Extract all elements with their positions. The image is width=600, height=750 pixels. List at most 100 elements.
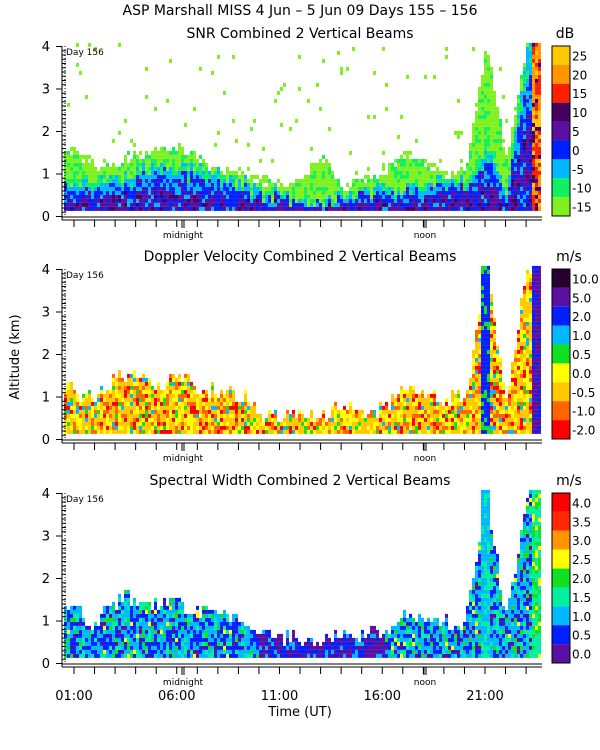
heatmap-cell <box>157 162 160 167</box>
heatmap-cell <box>271 202 274 207</box>
heatmap-cell <box>433 74 436 79</box>
heatmap-cell <box>148 190 151 195</box>
heatmap-cell <box>205 166 208 171</box>
heatmap-cell <box>505 174 508 179</box>
heatmap-cell <box>217 182 220 187</box>
heatmap-cell <box>490 317 493 322</box>
heatmap-cell <box>523 373 526 378</box>
heatmap-cell <box>79 637 82 642</box>
heatmap-cell <box>103 633 106 638</box>
heatmap-cell <box>481 369 484 374</box>
heatmap-cell <box>97 397 100 402</box>
heatmap-cell <box>148 645 151 650</box>
heatmap-cell <box>190 405 193 410</box>
heatmap-cell <box>367 114 370 119</box>
heatmap-cell <box>271 425 274 430</box>
heatmap-cell <box>286 186 289 191</box>
heatmap-cell <box>334 417 337 422</box>
heatmap-cell <box>343 409 346 414</box>
heatmap-cell <box>130 649 133 654</box>
heatmap-cell <box>433 397 436 402</box>
heatmap-cell <box>451 202 454 207</box>
heatmap-cell <box>250 182 253 187</box>
heatmap-cell <box>214 166 217 171</box>
heatmap-cell <box>238 409 241 414</box>
heatmap-cell <box>421 401 424 406</box>
heatmap-cell <box>142 633 145 638</box>
heatmap-cell <box>496 146 499 151</box>
heatmap-cell <box>166 417 169 422</box>
heatmap-cell <box>418 401 421 406</box>
heatmap-cell <box>121 617 124 622</box>
heatmap-cell <box>184 653 187 658</box>
heatmap-cell <box>529 273 532 278</box>
heatmap-cell <box>184 381 187 386</box>
heatmap-cell <box>445 186 448 191</box>
colorbar-unit: m/s <box>556 473 582 489</box>
heatmap-cell <box>115 629 118 634</box>
heatmap-cell <box>136 409 139 414</box>
heatmap-cell <box>412 186 415 191</box>
heatmap-cell <box>274 98 277 103</box>
heatmap-cell <box>421 393 424 398</box>
heatmap-cell <box>481 94 484 99</box>
heatmap-cell <box>361 202 364 207</box>
heatmap-cell <box>523 293 526 298</box>
heatmap-cell <box>106 389 109 394</box>
colorbar-segment <box>552 140 570 160</box>
heatmap-cell <box>484 401 487 406</box>
heatmap-cell <box>475 198 478 203</box>
panel-title: Spectral Width Combined 2 Vertical Beams <box>150 473 451 489</box>
heatmap-cell <box>148 421 151 426</box>
heatmap-cell <box>67 393 70 398</box>
heatmap-cell <box>316 202 319 207</box>
heatmap-cell <box>538 58 541 63</box>
heatmap-cell <box>211 178 214 183</box>
heatmap-cell <box>493 90 496 95</box>
heatmap-cell <box>109 405 112 410</box>
heatmap-cell <box>88 405 91 410</box>
heatmap-cell <box>94 182 97 187</box>
heatmap-cell <box>466 202 469 207</box>
heatmap-cell <box>103 182 106 187</box>
heatmap-cell <box>169 421 172 426</box>
heatmap-cell <box>142 182 145 187</box>
heatmap-cell <box>526 146 529 151</box>
heatmap-cell <box>97 425 100 430</box>
heatmap-cell <box>130 162 133 167</box>
colorbar-segment <box>552 401 570 421</box>
heatmap-cell <box>304 425 307 430</box>
heatmap-cell <box>166 629 169 634</box>
heatmap-cell <box>250 174 253 179</box>
heatmap-cell <box>496 166 499 171</box>
heatmap-cell <box>301 429 304 434</box>
heatmap-cell <box>208 413 211 418</box>
heatmap-cell <box>415 162 418 167</box>
heatmap-cell <box>484 190 487 195</box>
heatmap-cell <box>172 417 175 422</box>
heatmap-cell <box>463 425 466 430</box>
heatmap-cell <box>535 134 538 139</box>
heatmap-cell <box>121 202 124 207</box>
heatmap-cell <box>484 429 487 434</box>
heatmap-cell <box>232 417 235 422</box>
heatmap-cell <box>511 190 514 195</box>
heatmap-cell <box>436 409 439 414</box>
heatmap-cell <box>160 174 163 179</box>
heatmap-cell <box>367 166 370 171</box>
heatmap-cell <box>127 613 130 618</box>
heatmap-cell <box>535 369 538 374</box>
heatmap-cell <box>100 178 103 183</box>
heatmap-cell <box>229 385 232 390</box>
heatmap-cell <box>199 409 202 414</box>
heatmap-cell <box>337 417 340 422</box>
heatmap-cell <box>154 601 157 606</box>
heatmap-cell <box>112 417 115 422</box>
heatmap-cell <box>493 194 496 199</box>
heatmap-cell <box>88 166 91 171</box>
heatmap-cell <box>85 413 88 418</box>
heatmap-cell <box>118 186 121 191</box>
heatmap-cell <box>484 158 487 163</box>
heatmap-cell <box>169 170 172 175</box>
heatmap-cell <box>535 118 538 123</box>
